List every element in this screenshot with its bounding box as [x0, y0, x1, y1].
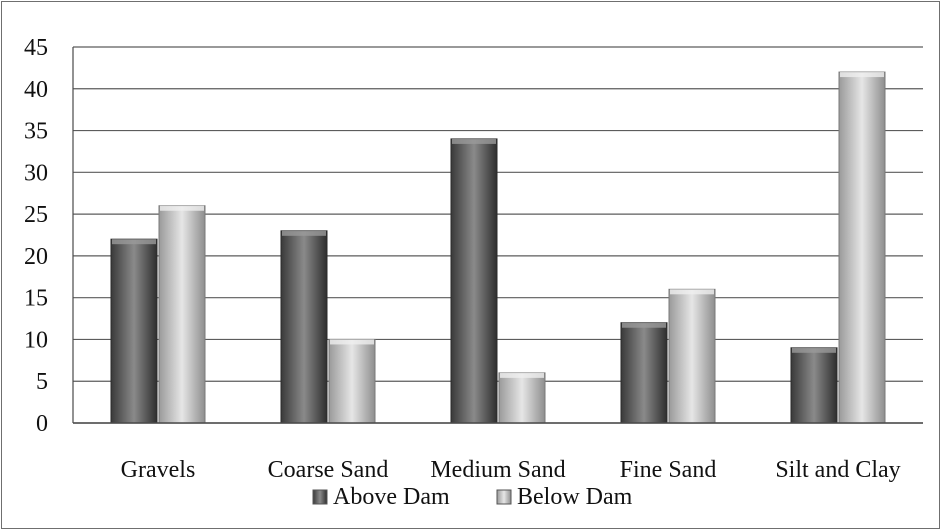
- y-axis-ticks: 0 5 10 15 20 25 30 35 40 45: [24, 35, 48, 437]
- y-tick-label: 10: [24, 327, 48, 353]
- bar-below-dam: [158, 205, 206, 424]
- bar-below-dam: [328, 338, 376, 424]
- bar-top-bevel: [792, 347, 836, 353]
- bar-above-dam: [110, 238, 158, 424]
- bar-top-bevel: [330, 339, 374, 345]
- x-category-label: Gravels: [121, 457, 196, 483]
- bar-below-dam: [668, 288, 716, 424]
- bar-above-dam: [280, 230, 328, 424]
- y-tick-label: 30: [24, 160, 48, 186]
- y-tick-label: 25: [24, 202, 48, 228]
- bar-top-bevel: [112, 239, 156, 245]
- legend-swatch: [496, 489, 512, 505]
- x-category-label: Silt and Clay: [775, 457, 900, 483]
- y-tick-label: 20: [24, 244, 48, 270]
- bar-top-bevel: [160, 205, 204, 211]
- bar-top-bevel: [622, 322, 666, 328]
- x-category-label: Fine Sand: [620, 457, 717, 483]
- x-axis-categories: Gravels Coarse Sand Medium Sand Fine Sand Si…: [121, 457, 901, 483]
- legend-label: Above Dam: [333, 484, 450, 510]
- bar-above-dam: [620, 322, 668, 424]
- legend: Above Dam Below Dam: [312, 484, 633, 510]
- bar-below-dam: [838, 71, 886, 424]
- bar-top-bevel: [670, 289, 714, 295]
- x-category-label: Medium Sand: [430, 457, 565, 483]
- bar-above-dam: [790, 347, 838, 424]
- legend-swatch: [312, 489, 328, 505]
- y-tick-label: 45: [24, 35, 48, 61]
- bar-top-bevel: [452, 138, 496, 144]
- bar-top-bevel: [840, 72, 884, 78]
- bar-above-dam: [450, 138, 498, 424]
- legend-label: Below Dam: [517, 484, 633, 510]
- y-tick-label: 35: [24, 119, 48, 145]
- y-tick-label: 0: [36, 411, 48, 437]
- axes: [72, 47, 923, 424]
- y-tick-label: 5: [36, 369, 48, 395]
- x-category-label: Coarse Sand: [268, 457, 389, 483]
- bar-top-bevel: [500, 372, 544, 378]
- bars: [110, 71, 886, 424]
- bar-top-bevel: [282, 230, 326, 236]
- y-tick-label: 40: [24, 77, 48, 103]
- y-tick-label: 15: [24, 286, 48, 312]
- bar-below-dam: [498, 372, 546, 424]
